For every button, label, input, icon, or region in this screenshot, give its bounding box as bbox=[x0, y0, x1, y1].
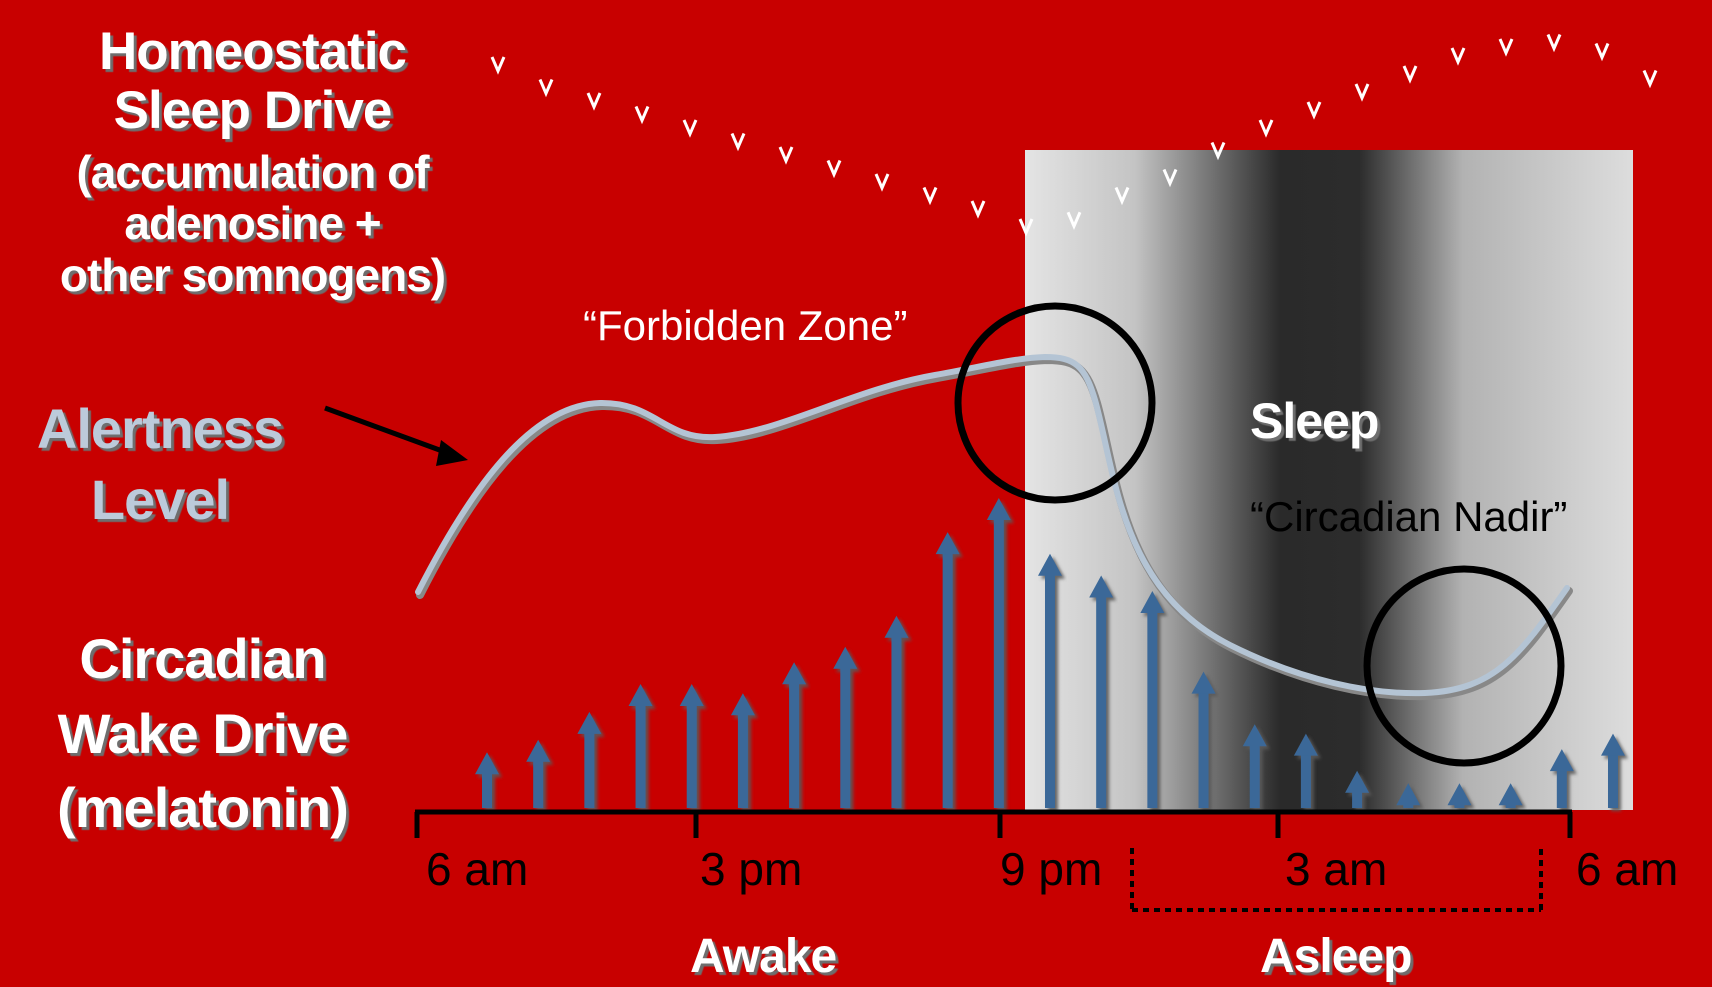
sleep-drive-arrow bbox=[1594, 8, 1610, 62]
time-label-9pm: 9 pm bbox=[1000, 843, 1103, 895]
sleep-drive-arrow bbox=[1354, 8, 1370, 102]
homeostatic-label-line-2: Sleep Drive bbox=[113, 81, 393, 141]
wake-drive-arrow bbox=[833, 646, 858, 808]
sleep-drive-arrow bbox=[538, 8, 554, 98]
sleep-drive-arrow bbox=[490, 8, 506, 75]
homeostatic-label-line-1: Homeostatic bbox=[98, 22, 407, 81]
sleep-drive-arrow bbox=[1114, 8, 1130, 206]
asleep-bracket bbox=[1130, 848, 1543, 912]
wake-drive-arrow bbox=[1293, 733, 1318, 808]
sleep-drive-arrow bbox=[1258, 8, 1274, 138]
sleep-drive-arrow bbox=[1210, 8, 1226, 161]
sleep-drive-arrow bbox=[826, 8, 842, 179]
wake-drive-arrow bbox=[577, 711, 602, 808]
homeostatic-sleep-drive-arrows bbox=[490, 8, 1658, 237]
circadian-wake-drive-label: Circadian Wake Drive (melatonin) bbox=[30, 627, 375, 840]
wake-drive-arrow bbox=[1089, 575, 1114, 808]
circadian-label-line-3: (melatonin) bbox=[57, 776, 349, 840]
sleep-period-band bbox=[1025, 150, 1633, 810]
sleep-drive-arrow bbox=[1162, 8, 1178, 188]
time-label-3pm: 3 pm bbox=[700, 843, 803, 895]
wake-drive-arrow bbox=[1038, 553, 1062, 808]
sleep-drive-arrow bbox=[586, 8, 602, 111]
sleep-drive-arrow bbox=[1018, 8, 1034, 237]
circadian-wake-drive-arrows bbox=[475, 498, 1625, 808]
awake-label: Awake bbox=[690, 930, 837, 983]
time-label-3am: 3 am bbox=[1285, 843, 1388, 895]
sleep-drive-arrow bbox=[682, 8, 698, 138]
circadian-nadir-circle bbox=[1363, 565, 1565, 767]
sleep-drive-arrow bbox=[874, 8, 890, 192]
circadian-label-line-2: Wake Drive bbox=[57, 701, 349, 765]
wake-drive-arrow bbox=[1601, 733, 1625, 808]
homeostatic-sleep-drive-label: Homeostatic Sleep Drive (accumulation of… bbox=[30, 22, 475, 301]
wake-drive-arrow bbox=[782, 662, 807, 808]
sleep-drive-arrow bbox=[634, 8, 650, 125]
sleep-drive-arrow bbox=[1546, 8, 1562, 53]
alertness-pointer-arrow-line bbox=[324, 405, 446, 455]
sleep-label: Sleep bbox=[1250, 393, 1379, 449]
sleep-drive-arrow bbox=[730, 8, 746, 152]
sleep-drive-arrow bbox=[1402, 8, 1418, 84]
wake-drive-arrow bbox=[679, 684, 704, 808]
sleep-drive-arrow bbox=[922, 8, 938, 206]
sleep-drive-arrow bbox=[1306, 8, 1322, 120]
wake-drive-arrow bbox=[1498, 783, 1523, 808]
sleep-drive-arrow bbox=[970, 8, 986, 219]
time-label-6am-end: 6 am bbox=[1576, 843, 1679, 895]
circadian-label-line-1: Circadian bbox=[79, 627, 326, 690]
sleep-drive-arrow bbox=[778, 8, 794, 165]
wake-drive-arrow bbox=[986, 498, 1011, 808]
sleep-drive-arrow bbox=[1642, 8, 1658, 89]
wake-drive-arrow bbox=[1191, 671, 1216, 808]
wake-drive-arrow bbox=[628, 684, 653, 808]
wake-drive-arrow bbox=[1447, 783, 1472, 808]
time-axis bbox=[414, 809, 1573, 838]
wake-drive-arrow bbox=[884, 615, 909, 808]
sleep-drive-arrow bbox=[1066, 8, 1082, 231]
alertness-level-label: Alertness Level bbox=[10, 397, 310, 531]
alertness-label-line-2: Level bbox=[90, 467, 230, 531]
time-label-6am-start: 6 am bbox=[426, 843, 529, 895]
circadian-nadir-label: “Circadian Nadir” bbox=[1250, 493, 1568, 540]
homeostatic-label-line-5: other somnogens) bbox=[59, 248, 446, 301]
forbidden-zone-circle bbox=[954, 302, 1156, 504]
wake-drive-arrow bbox=[526, 739, 551, 808]
alertness-label-line-1: Alertness bbox=[36, 397, 284, 460]
homeostatic-label-line-3: (accumulation of bbox=[76, 145, 429, 198]
alertness-pointer-arrow-head bbox=[436, 440, 468, 466]
wake-drive-arrow bbox=[475, 752, 499, 808]
sleep-drive-arrow bbox=[1498, 8, 1514, 57]
wake-drive-arrow bbox=[935, 532, 960, 808]
wake-drive-arrow bbox=[1140, 591, 1165, 808]
asleep-label: Asleep bbox=[1260, 930, 1412, 983]
wake-drive-arrow bbox=[1549, 749, 1574, 808]
sleep-drive-arrow bbox=[1450, 8, 1466, 66]
wake-drive-arrow bbox=[1345, 770, 1370, 808]
forbidden-zone-label: “Forbidden Zone” bbox=[583, 302, 908, 349]
wake-drive-arrow bbox=[730, 693, 755, 808]
homeostatic-label-line-4: adenosine + bbox=[124, 197, 381, 250]
wake-drive-arrow bbox=[1242, 724, 1267, 808]
wake-drive-arrow bbox=[1396, 783, 1421, 808]
